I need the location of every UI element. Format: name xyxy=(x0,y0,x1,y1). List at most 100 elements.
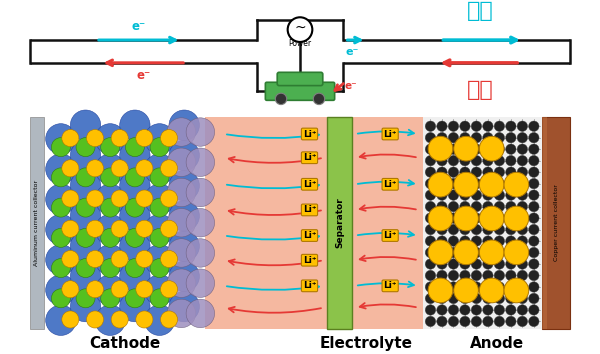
Circle shape xyxy=(425,236,436,246)
Text: 放电: 放电 xyxy=(467,80,494,100)
Circle shape xyxy=(479,206,504,231)
Circle shape xyxy=(471,132,482,143)
Circle shape xyxy=(529,270,539,281)
Circle shape xyxy=(529,213,539,223)
Circle shape xyxy=(111,251,128,268)
Circle shape xyxy=(52,138,70,156)
Circle shape xyxy=(448,167,458,177)
Text: Electrolyte: Electrolyte xyxy=(320,336,413,351)
Circle shape xyxy=(169,110,199,141)
Circle shape xyxy=(448,270,458,281)
Circle shape xyxy=(437,224,447,235)
Circle shape xyxy=(145,184,175,215)
Circle shape xyxy=(517,305,527,315)
Circle shape xyxy=(494,316,505,327)
Circle shape xyxy=(70,231,101,261)
Text: Power: Power xyxy=(289,39,311,48)
Circle shape xyxy=(494,167,505,177)
Circle shape xyxy=(517,293,527,304)
Text: Li⁺: Li⁺ xyxy=(383,231,397,240)
Circle shape xyxy=(529,259,539,269)
Circle shape xyxy=(167,148,196,177)
Circle shape xyxy=(448,259,458,269)
Circle shape xyxy=(169,171,199,201)
Circle shape xyxy=(517,236,527,246)
Circle shape xyxy=(437,155,447,166)
Circle shape xyxy=(437,259,447,269)
Circle shape xyxy=(150,198,169,217)
Circle shape xyxy=(70,291,101,322)
Circle shape xyxy=(494,305,505,315)
Circle shape xyxy=(145,124,175,154)
Circle shape xyxy=(494,213,505,223)
Circle shape xyxy=(425,213,436,223)
Circle shape xyxy=(62,160,79,177)
Circle shape xyxy=(460,247,470,258)
Circle shape xyxy=(482,132,493,143)
Circle shape xyxy=(95,184,125,215)
Circle shape xyxy=(136,251,153,268)
Circle shape xyxy=(86,160,104,177)
Circle shape xyxy=(460,293,470,304)
Circle shape xyxy=(46,275,76,305)
Circle shape xyxy=(111,190,128,207)
Circle shape xyxy=(95,275,125,305)
Circle shape xyxy=(482,293,493,304)
Circle shape xyxy=(460,167,470,177)
Circle shape xyxy=(46,245,76,275)
Circle shape xyxy=(482,213,493,223)
Circle shape xyxy=(119,201,150,231)
Circle shape xyxy=(119,110,150,141)
Circle shape xyxy=(186,178,215,207)
Circle shape xyxy=(517,213,527,223)
Circle shape xyxy=(529,144,539,154)
Circle shape xyxy=(448,224,458,235)
Circle shape xyxy=(448,282,458,292)
Circle shape xyxy=(482,121,493,131)
Circle shape xyxy=(506,178,516,189)
Circle shape xyxy=(95,215,125,245)
Circle shape xyxy=(437,213,447,223)
Circle shape xyxy=(529,167,539,177)
Text: Li⁺: Li⁺ xyxy=(303,180,316,189)
Circle shape xyxy=(460,155,470,166)
Circle shape xyxy=(494,121,505,131)
Circle shape xyxy=(460,305,470,315)
Circle shape xyxy=(52,168,70,187)
Text: e⁻: e⁻ xyxy=(136,69,151,82)
Circle shape xyxy=(529,316,539,327)
Circle shape xyxy=(425,293,436,304)
Circle shape xyxy=(448,132,458,143)
Circle shape xyxy=(425,201,436,212)
Circle shape xyxy=(437,132,447,143)
Circle shape xyxy=(169,231,199,261)
Circle shape xyxy=(471,293,482,304)
Circle shape xyxy=(52,258,70,278)
Circle shape xyxy=(471,305,482,315)
Circle shape xyxy=(119,231,150,261)
Circle shape xyxy=(425,155,436,166)
Circle shape xyxy=(86,220,104,237)
Circle shape xyxy=(125,138,145,156)
Circle shape xyxy=(506,132,516,143)
Circle shape xyxy=(460,316,470,327)
Circle shape xyxy=(145,245,175,275)
Circle shape xyxy=(517,190,527,200)
Circle shape xyxy=(460,213,470,223)
Circle shape xyxy=(169,140,199,171)
Circle shape xyxy=(437,167,447,177)
Circle shape xyxy=(46,215,76,245)
Circle shape xyxy=(460,270,470,281)
Circle shape xyxy=(167,239,196,267)
Circle shape xyxy=(494,132,505,143)
Circle shape xyxy=(479,240,504,265)
Circle shape xyxy=(86,190,104,207)
Circle shape xyxy=(160,190,178,207)
Circle shape xyxy=(95,154,125,184)
Circle shape xyxy=(506,247,516,258)
Circle shape xyxy=(482,259,493,269)
Circle shape xyxy=(186,269,215,297)
Circle shape xyxy=(494,236,505,246)
FancyBboxPatch shape xyxy=(277,72,323,86)
Circle shape xyxy=(471,155,482,166)
